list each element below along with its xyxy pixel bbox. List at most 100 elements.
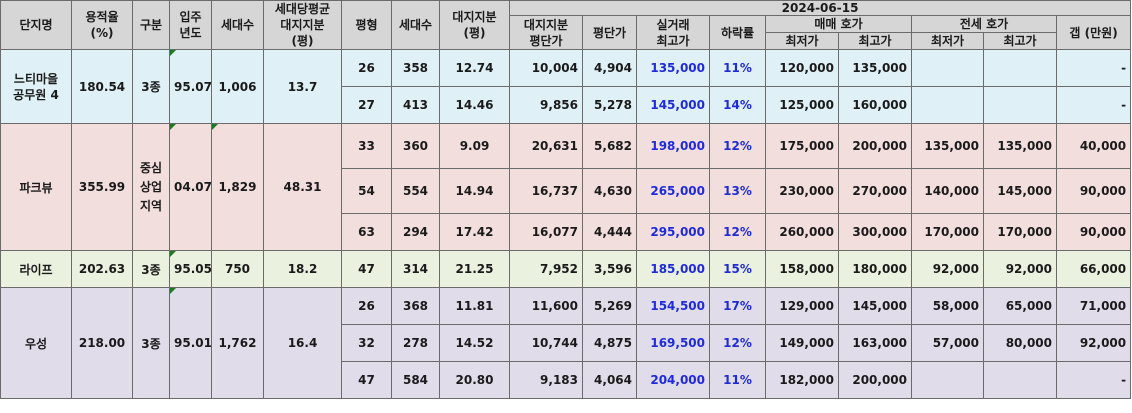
unit-price-value: 4,875 bbox=[582, 324, 637, 362]
high-trade-value: 169,500 bbox=[636, 324, 710, 362]
unit-households-value: 368 bbox=[391, 287, 440, 325]
jeonse-max-value: 92,000 bbox=[983, 250, 1057, 288]
high-trade-value: 145,000 bbox=[636, 86, 710, 124]
gap-value: 90,000 bbox=[1055, 168, 1132, 214]
jeonse-max-value: 145,000 bbox=[983, 168, 1057, 214]
drop-rate-value: 12% bbox=[709, 324, 766, 362]
header-complex: 단지명 bbox=[0, 0, 72, 50]
pyeong-value: 26 bbox=[341, 49, 392, 87]
table-row: 파크뷰 355.99 중심 상업 지역 04.07 1,829 48.31 33… bbox=[0, 123, 1132, 251]
land-price-value: 9,183 bbox=[509, 361, 583, 399]
pyeong-value: 32 bbox=[341, 324, 392, 362]
jeonse-min-value: 135,000 bbox=[911, 123, 984, 169]
sale-max-value: 163,000 bbox=[838, 324, 912, 362]
avg-land-share-value: 16.4 bbox=[263, 287, 342, 399]
unit-households-value: 360 bbox=[391, 123, 440, 169]
sale-max-value: 200,000 bbox=[838, 361, 912, 399]
jeonse-max-value bbox=[983, 361, 1057, 399]
unit-households-value: 584 bbox=[391, 361, 440, 399]
unit-price-value: 4,444 bbox=[582, 213, 637, 251]
sale-max-value: 180,000 bbox=[838, 250, 912, 288]
header-zone: 구분 bbox=[132, 0, 170, 50]
sale-max-value: 270,000 bbox=[838, 168, 912, 214]
sale-min-value: 158,000 bbox=[765, 250, 839, 288]
jeonse-max-value: 135,000 bbox=[983, 123, 1057, 169]
complex-name: 라이프 bbox=[0, 250, 72, 288]
sale-min-value: 230,000 bbox=[765, 168, 839, 214]
land-price-value: 10,744 bbox=[509, 324, 583, 362]
gap-value: 92,000 bbox=[1055, 324, 1132, 362]
jeonse-max-value bbox=[983, 49, 1057, 87]
sale-min-value: 175,000 bbox=[765, 123, 839, 169]
unit-households-value: 314 bbox=[391, 250, 440, 288]
jeonse-min-value: 92,000 bbox=[911, 250, 984, 288]
avg-land-share-value: 13.7 bbox=[263, 49, 342, 124]
complex-name: 우성 bbox=[0, 287, 72, 399]
header-sale-ask: 매매 호가 bbox=[765, 15, 912, 33]
header-sale-min: 최저가 bbox=[765, 32, 839, 50]
sale-min-value: 120,000 bbox=[765, 49, 839, 87]
jeonse-min-value bbox=[911, 361, 984, 399]
header-gap: 갭 (만원) bbox=[1055, 15, 1132, 50]
high-trade-value: 204,000 bbox=[636, 361, 710, 399]
header-far: 용적율 (%) bbox=[71, 0, 133, 50]
zone-value: 중심 상업 지역 bbox=[132, 123, 170, 251]
far-value: 355.99 bbox=[71, 123, 133, 251]
jeonse-max-value: 170,000 bbox=[983, 213, 1057, 251]
header-year: 입주 년도 bbox=[169, 0, 212, 50]
drop-rate-value: 12% bbox=[709, 123, 766, 169]
year-value: 95.05 bbox=[169, 250, 212, 288]
header-households: 세대수 bbox=[211, 0, 264, 50]
unit-price-value: 3,596 bbox=[582, 250, 637, 288]
header-pyeong: 평형 bbox=[341, 0, 392, 50]
households-value: 1,829 bbox=[211, 123, 264, 251]
table-row: 느티마을 공무원 4 180.54 3종 95.07 1,006 13.7 26… bbox=[0, 49, 1132, 124]
header-drop-rate: 하락률 bbox=[709, 15, 766, 50]
land-price-value: 16,077 bbox=[509, 213, 583, 251]
households-value: 750 bbox=[211, 250, 264, 288]
land-share-value: 14.52 bbox=[439, 324, 510, 362]
jeonse-max-value: 65,000 bbox=[983, 287, 1057, 325]
high-trade-value: 295,000 bbox=[636, 213, 710, 251]
sale-min-value: 129,000 bbox=[765, 287, 839, 325]
unit-price-value: 5,269 bbox=[582, 287, 637, 325]
jeonse-min-value: 140,000 bbox=[911, 168, 984, 214]
pyeong-value: 33 bbox=[341, 123, 392, 169]
drop-rate-value: 13% bbox=[709, 168, 766, 214]
land-share-value: 20.80 bbox=[439, 361, 510, 399]
header-jeonse-min: 최저가 bbox=[911, 32, 984, 50]
land-share-value: 9.09 bbox=[439, 123, 510, 169]
table-row: 27 413 14.46 9,856 5,278 145,000 14% 125… bbox=[1, 86, 1132, 124]
land-share-value: 14.94 bbox=[439, 168, 510, 214]
land-price-value: 16,737 bbox=[509, 168, 583, 214]
zone-value: 3종 bbox=[132, 287, 170, 399]
unit-price-value: 4,630 bbox=[582, 168, 637, 214]
jeonse-min-value: 57,000 bbox=[911, 324, 984, 362]
header-sale-max: 최고가 bbox=[838, 32, 912, 50]
unit-price-value: 5,682 bbox=[582, 123, 637, 169]
high-trade-value: 135,000 bbox=[636, 49, 710, 87]
sale-min-value: 125,000 bbox=[765, 86, 839, 124]
gap-value: 71,000 bbox=[1055, 287, 1132, 325]
sale-min-value: 182,000 bbox=[765, 361, 839, 399]
table-row: 47 584 20.80 9,183 4,064 204,000 11% 182… bbox=[1, 361, 1132, 399]
high-trade-value: 154,500 bbox=[636, 287, 710, 325]
complex-name: 느티마을 공무원 4 bbox=[0, 49, 72, 124]
gap-value: - bbox=[1055, 49, 1132, 87]
header-land-price: 대지지분 평단가 bbox=[509, 15, 583, 50]
pyeong-value: 54 bbox=[341, 168, 392, 214]
avg-land-share-value: 18.2 bbox=[263, 250, 342, 288]
sale-max-value: 135,000 bbox=[838, 49, 912, 87]
unit-households-value: 294 bbox=[391, 213, 440, 251]
land-share-value: 11.81 bbox=[439, 287, 510, 325]
land-share-value: 14.46 bbox=[439, 86, 510, 124]
gap-value: - bbox=[1055, 361, 1132, 399]
land-share-value: 21.25 bbox=[439, 250, 510, 288]
land-price-value: 20,631 bbox=[509, 123, 583, 169]
gap-value: - bbox=[1055, 86, 1132, 124]
header-date: 2024-06-15 bbox=[508, 0, 1132, 16]
unit-households-value: 278 bbox=[391, 324, 440, 362]
jeonse-max-value bbox=[983, 86, 1057, 124]
jeonse-min-value bbox=[911, 86, 984, 124]
header-land-share: 대지지분 (평) bbox=[439, 0, 510, 50]
